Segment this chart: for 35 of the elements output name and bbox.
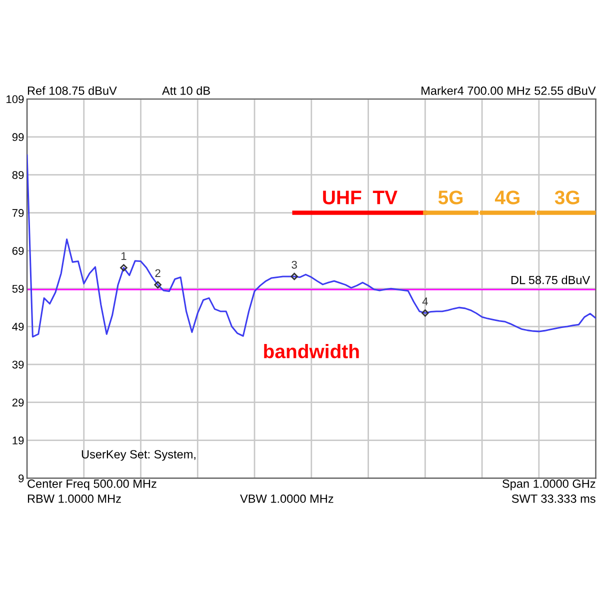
text: Center Freq 500.00 MHz [28, 480, 156, 490]
y-tick-label: 79 [12, 209, 24, 217]
series-label: 2 [155, 269, 160, 277]
series-label: 4G [494, 190, 520, 204]
series-label: 4 [422, 298, 428, 306]
y-tick-label: 59 [12, 284, 24, 293]
text: Att 10 dB [162, 86, 210, 95]
text: RBW 1.0000 MHz [28, 494, 121, 503]
y-tick-label: 69 [12, 246, 24, 255]
y-tick-label: 29 [12, 398, 24, 406]
series-label: 1 [121, 252, 126, 260]
ref-line-label: DL 58.75 dBuV [511, 276, 590, 284]
y-tick-label: 9 [18, 474, 24, 482]
text: Ref 108.75 dBuV [28, 86, 117, 95]
y-tick-label: 19 [12, 436, 24, 444]
y-tick-label: 49 [12, 322, 24, 331]
y-tick-label: 89 [12, 171, 24, 179]
text: SWT 33.333 ms [512, 494, 596, 503]
y-tick-label: 39 [12, 360, 24, 369]
y-tick-label: 99 [12, 133, 24, 142]
series-label: UHF TV [323, 190, 398, 204]
point [154, 281, 162, 288]
text: Marker4 700.00 MHz 52.55 dBuV [422, 86, 596, 95]
series-label: 3 [292, 260, 297, 269]
text: Span 1.0000 GHz [502, 480, 596, 490]
line-series [27, 154, 596, 338]
text: VBW 1.0000 MHz [240, 494, 334, 503]
text: bandwidth [264, 344, 359, 358]
series-label: 3G [554, 190, 580, 204]
point [120, 264, 128, 272]
point [290, 272, 298, 280]
y-tick-label: 109 [6, 95, 24, 104]
annotation: UserKey Set: System, [82, 450, 196, 461]
point [422, 309, 429, 317]
series-label: 5G [438, 190, 463, 204]
